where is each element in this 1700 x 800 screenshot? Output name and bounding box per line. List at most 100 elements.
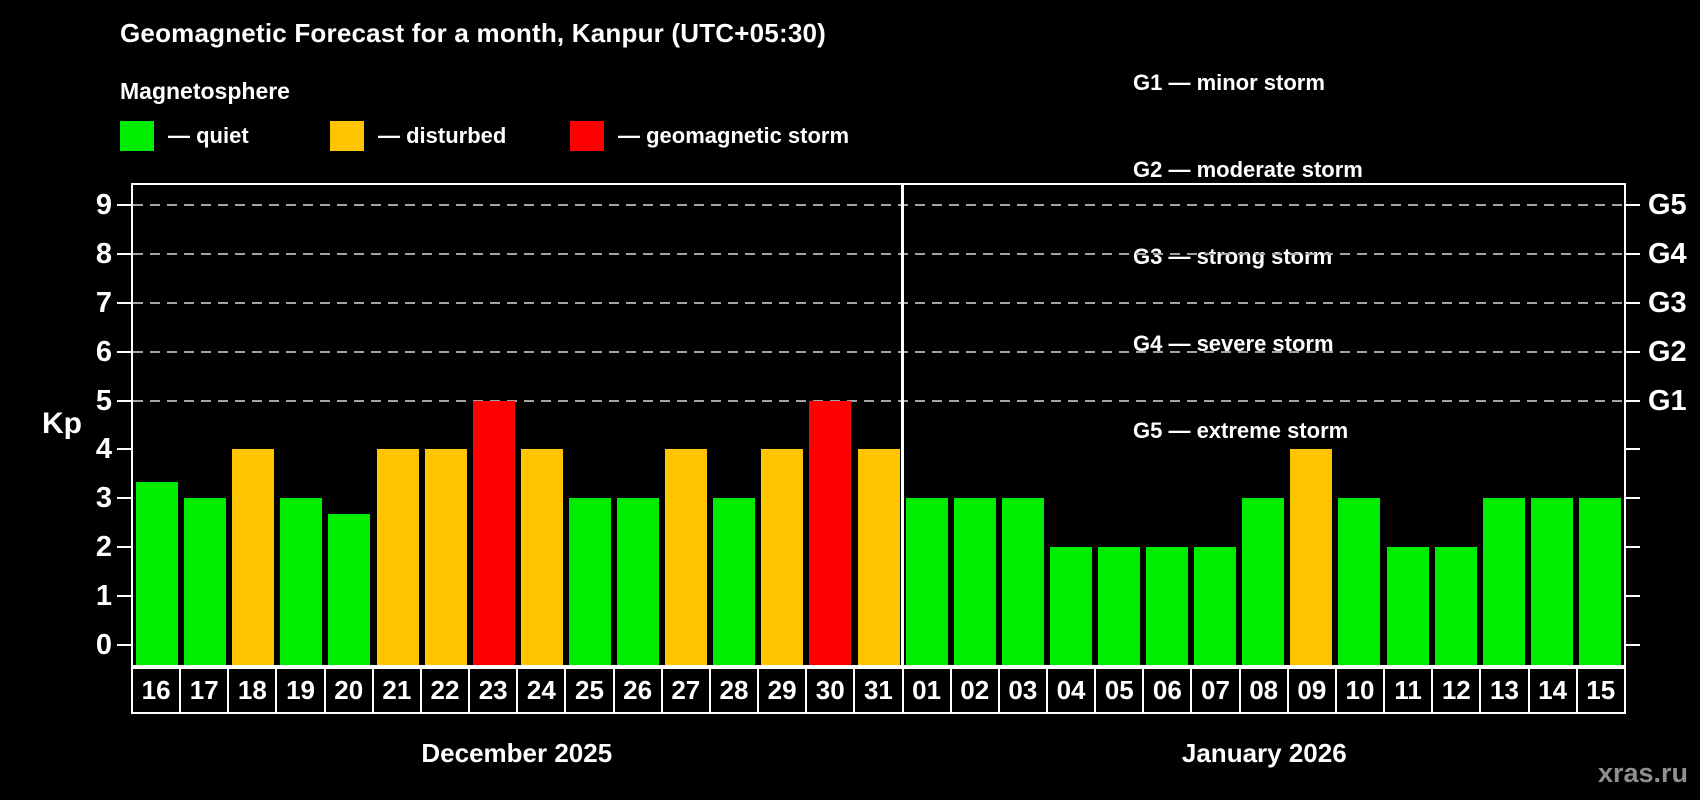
- kp-bar-21: [376, 449, 419, 665]
- g-legend-item-g5: G5 — extreme storm: [1133, 418, 1349, 443]
- day-cell-01: 01: [901, 667, 952, 714]
- legend-item-disturbed: — disturbed: [330, 120, 506, 152]
- left-axis-tick-4: [117, 448, 131, 451]
- gridline-kp8: [133, 253, 1624, 256]
- g-axis-label-g1: G1: [1648, 384, 1687, 417]
- right-axis-tick-4: [1626, 448, 1640, 451]
- day-cell-30: 30: [805, 667, 856, 714]
- legend-label-storm: — geomagnetic storm: [618, 123, 850, 148]
- day-cell-12: 12: [1431, 667, 1482, 714]
- kp-bar-20: [328, 514, 371, 665]
- y-axis-label-9: 9: [95, 189, 112, 222]
- right-axis-tick-9: [1626, 204, 1640, 207]
- disturbed-color-swatch: [330, 121, 364, 151]
- day-cell-02: 02: [949, 667, 1000, 714]
- y-axis-label-7: 7: [95, 287, 112, 320]
- legend-item-quiet: — quiet: [120, 120, 249, 152]
- kp-bar-08: [1242, 498, 1285, 665]
- kp-bar-15: [1578, 498, 1621, 665]
- day-cell-03: 03: [997, 667, 1048, 714]
- day-cell-18: 18: [227, 667, 278, 714]
- right-axis-tick-2: [1626, 545, 1640, 548]
- g-legend-item-g2: G2 — moderate storm: [1133, 157, 1363, 182]
- legend-label-disturbed: — disturbed: [378, 123, 507, 148]
- left-axis-tick-7: [117, 302, 131, 305]
- month-label-january: January 2026: [1181, 738, 1347, 768]
- kp-bar-29: [761, 449, 804, 665]
- left-axis-tick-9: [117, 204, 131, 207]
- kp-bar-22: [424, 449, 467, 665]
- day-cell-23: 23: [468, 667, 519, 714]
- day-cell-20: 20: [323, 667, 374, 714]
- day-cell-16: 16: [131, 667, 182, 714]
- day-cell-13: 13: [1479, 667, 1530, 714]
- month-divider: [901, 185, 905, 665]
- kp-bar-02: [953, 498, 996, 665]
- kp-bar-24: [520, 449, 563, 665]
- g-scale-legend: G1 — minor storm G2 — moderate storm G3 …: [1133, 10, 1363, 503]
- right-axis-tick-6: [1626, 350, 1640, 353]
- g-axis-label-g2: G2: [1648, 335, 1687, 368]
- kp-bar-17: [184, 498, 227, 665]
- right-axis-tick-8: [1626, 253, 1640, 256]
- kp-bar-13: [1482, 498, 1525, 665]
- day-cell-11: 11: [1383, 667, 1434, 714]
- day-cell-04: 04: [1045, 667, 1097, 714]
- day-cell-24: 24: [516, 667, 567, 714]
- y-axis-label-3: 3: [95, 482, 112, 515]
- kp-bar-12: [1434, 546, 1477, 665]
- kp-bar-30: [809, 400, 852, 665]
- gridline-kp5: [133, 399, 1624, 402]
- y-axis-title: Kp: [42, 407, 82, 440]
- left-axis-tick-3: [117, 497, 131, 500]
- gridline-kp9: [133, 204, 1624, 207]
- kp-bar-31: [857, 449, 900, 665]
- y-axis-label-6: 6: [95, 335, 112, 368]
- day-cell-19: 19: [275, 667, 326, 714]
- day-cell-17: 17: [179, 667, 230, 714]
- kp-bar-27: [665, 449, 708, 665]
- day-cell-09: 09: [1286, 667, 1337, 714]
- day-cell-08: 08: [1238, 667, 1289, 714]
- right-axis-tick-5: [1626, 399, 1640, 402]
- left-axis-tick-8: [117, 253, 131, 256]
- kp-bar-28: [713, 498, 756, 665]
- day-cell-22: 22: [419, 667, 471, 714]
- right-axis-tick-1: [1626, 594, 1640, 597]
- day-cell-28: 28: [708, 667, 760, 714]
- day-cell-26: 26: [612, 667, 663, 714]
- page-title: Geomagnetic Forecast for a month, Kanpur…: [120, 18, 827, 48]
- chart-subtitle: Magnetosphere: [120, 78, 290, 104]
- kp-bar-19: [280, 498, 323, 665]
- day-cell-05: 05: [1094, 667, 1145, 714]
- kp-bar-11: [1386, 546, 1429, 665]
- day-cell-07: 07: [1190, 667, 1241, 714]
- legend-item-storm: — geomagnetic storm: [570, 120, 849, 152]
- kp-bar-03: [1001, 498, 1044, 665]
- y-axis-label-2: 2: [95, 530, 112, 563]
- y-axis-label-1: 1: [95, 579, 112, 612]
- y-axis-label-8: 8: [95, 238, 112, 271]
- day-cell-15: 15: [1575, 667, 1626, 714]
- day-label-row: 16 17 18 19 20 21 22 23 24 25 26 27 28 29 30 31 01 02 03 04…: [131, 667, 1626, 714]
- g-axis-label-g3: G3: [1648, 287, 1687, 320]
- left-axis-tick-6: [117, 350, 131, 353]
- left-axis-tick-0: [117, 643, 131, 646]
- left-axis-tick-5: [117, 399, 131, 402]
- kp-bar-09: [1290, 449, 1333, 665]
- kp-bar-26: [617, 498, 660, 665]
- day-cell-31: 31: [853, 667, 904, 714]
- kp-bar-01: [905, 498, 948, 665]
- g-legend-item-g1: G1 — minor storm: [1133, 70, 1325, 95]
- day-cell-10: 10: [1334, 667, 1386, 714]
- y-axis-label-0: 0: [95, 628, 112, 661]
- right-axis-tick-3: [1626, 497, 1640, 500]
- g-legend-item-g3: G3 — strong storm: [1133, 244, 1333, 269]
- kp-bar-07: [1194, 546, 1237, 665]
- day-cell-25: 25: [564, 667, 615, 714]
- kp-bar-25: [568, 498, 611, 665]
- day-cell-27: 27: [660, 667, 711, 714]
- day-cell-06: 06: [1142, 667, 1193, 714]
- quiet-color-swatch: [120, 121, 154, 151]
